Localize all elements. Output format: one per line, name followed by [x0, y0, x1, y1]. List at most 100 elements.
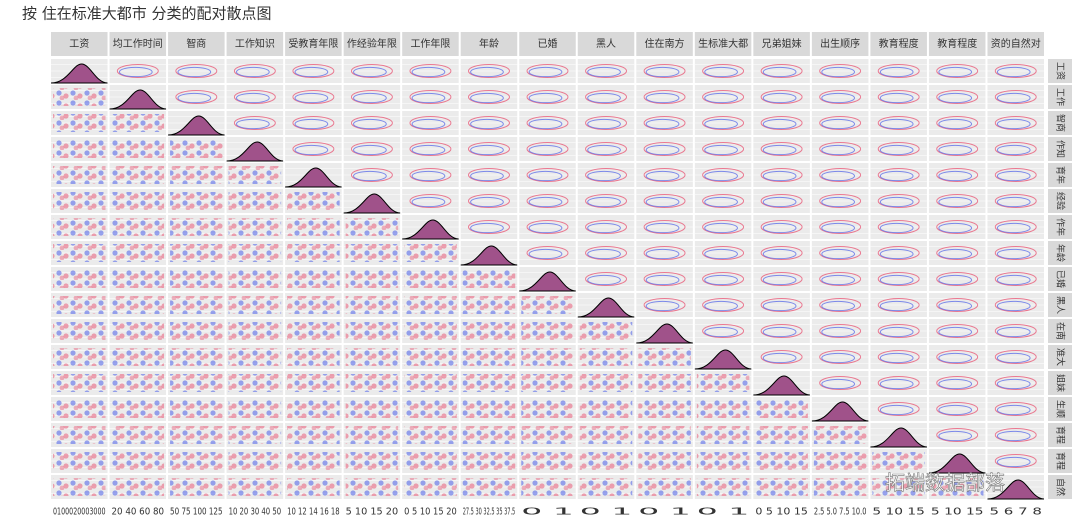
contour: [938, 118, 973, 130]
contour: [994, 428, 1037, 442]
contour: [936, 168, 979, 182]
contour: [585, 194, 628, 208]
contour: [762, 66, 797, 78]
contour: [645, 170, 680, 182]
contour: [235, 66, 270, 78]
contour: [528, 222, 563, 234]
strip: [753, 32, 810, 56]
contour: [994, 246, 1037, 260]
point-cloud: [287, 296, 340, 314]
contour: [585, 220, 628, 234]
contour: [409, 194, 452, 208]
contour: [467, 116, 510, 130]
contour: [819, 272, 862, 286]
contour: [762, 170, 797, 182]
contour: [585, 116, 628, 130]
contour: [350, 90, 393, 104]
chart-title: 按 住在标准大都市 分类的配对散点图: [22, 5, 272, 23]
row-label: 育程: [1055, 452, 1067, 470]
column-label: 工作年限: [410, 37, 450, 50]
column-label: 生标准大都: [698, 37, 748, 50]
point-cloud: [228, 244, 282, 262]
point-cloud: [111, 426, 165, 444]
point-cloud: [53, 348, 106, 366]
contour: [879, 222, 914, 234]
point-cloud: [53, 114, 106, 132]
contour: [411, 92, 446, 104]
contour: [996, 248, 1031, 260]
point-cloud: [53, 478, 106, 496]
contour: [702, 298, 745, 312]
point-cloud: [462, 478, 516, 496]
column-label: 作经验年限: [347, 37, 397, 50]
contour: [996, 170, 1031, 182]
point-cloud: [228, 400, 282, 418]
x-tick-label: 5 10 15 20: [346, 507, 399, 518]
strip: [51, 32, 108, 56]
contour: [353, 92, 387, 104]
row-label: 姐妹: [1055, 374, 1067, 392]
point-cloud: [287, 478, 340, 496]
contour: [762, 274, 797, 286]
point-cloud: [404, 452, 457, 470]
contour: [821, 300, 856, 312]
contour: [879, 248, 914, 260]
point-cloud: [111, 218, 165, 236]
contour: [877, 402, 920, 416]
contour: [643, 194, 686, 208]
point-cloud: [228, 322, 282, 340]
contour: [645, 248, 680, 260]
point-cloud: [53, 322, 106, 340]
contour: [760, 298, 803, 312]
contour: [821, 144, 856, 156]
contour: [643, 298, 686, 312]
point-cloud: [228, 218, 282, 236]
contour: [585, 64, 628, 78]
density-shape: [870, 427, 928, 448]
contour: [938, 274, 973, 286]
x-tick-label: 0 1: [580, 507, 633, 518]
point-cloud: [228, 478, 282, 496]
contour: [994, 350, 1037, 364]
point-cloud: [755, 452, 808, 470]
contour: [411, 66, 446, 78]
contour: [762, 196, 797, 208]
strip: [1048, 397, 1072, 421]
contour: [936, 376, 979, 390]
contour: [821, 170, 856, 182]
point-cloud: [579, 348, 633, 366]
contour: [585, 142, 628, 156]
contour: [994, 298, 1037, 312]
column-label: 住在南方: [645, 37, 685, 50]
contour: [645, 300, 680, 312]
contour: [528, 92, 563, 104]
contour: [702, 116, 745, 130]
point-cloud: [53, 452, 106, 470]
density-shape: [109, 89, 167, 110]
contour: [467, 220, 510, 234]
contour: [760, 90, 803, 104]
contour: [587, 66, 621, 78]
point-cloud: [579, 478, 633, 496]
contour: [996, 274, 1031, 286]
contour: [821, 352, 856, 364]
point-cloud: [53, 218, 106, 236]
contour: [587, 248, 621, 260]
column-label: 教育程度: [879, 37, 919, 50]
row-label: 黑人: [1055, 296, 1066, 314]
contour: [936, 142, 979, 156]
contour: [467, 142, 510, 156]
contour: [292, 116, 335, 130]
x-tick-label: 0 1: [697, 507, 750, 518]
strip: [1048, 59, 1072, 83]
strip: [109, 32, 167, 56]
point-cloud: [345, 426, 399, 444]
strip: [870, 32, 927, 56]
point-cloud: [404, 426, 457, 444]
point-cloud: [404, 478, 457, 496]
contour: [528, 66, 563, 78]
contour: [877, 194, 920, 208]
contour: [704, 144, 738, 156]
contour: [762, 326, 797, 338]
point-cloud: [462, 322, 516, 340]
